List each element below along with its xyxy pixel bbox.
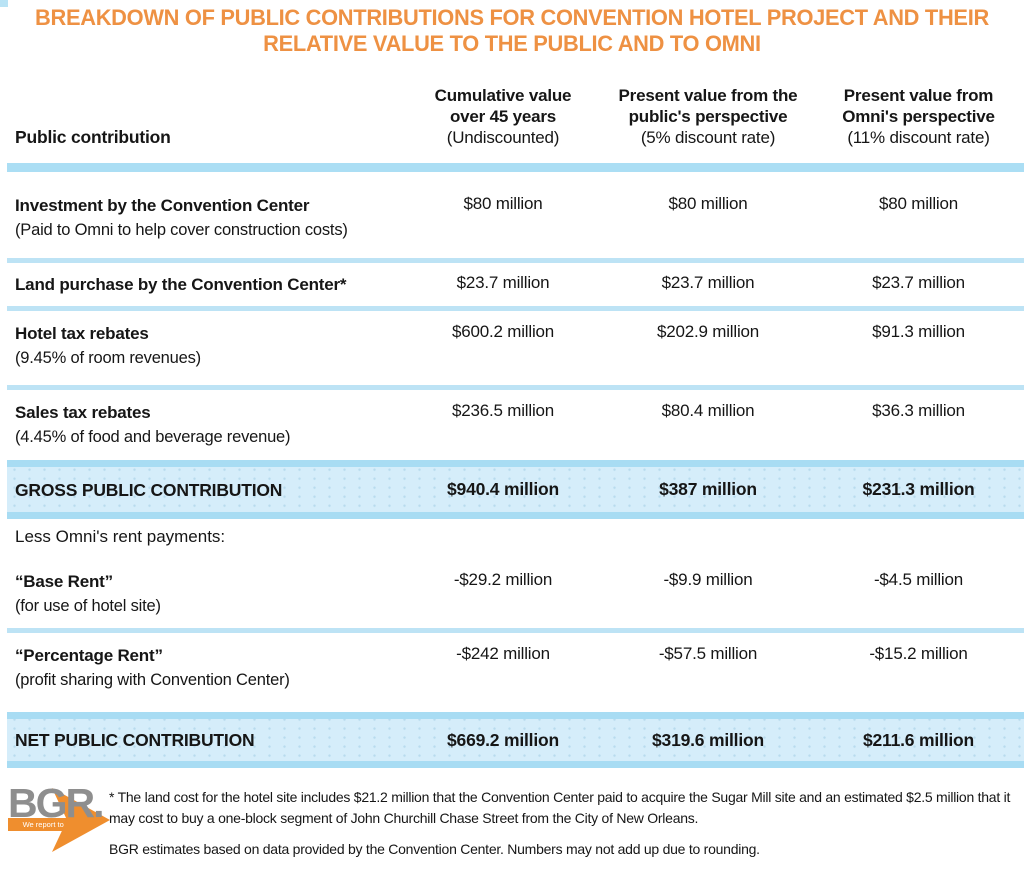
column-header-sub: (5% discount rate) [640,128,776,147]
row-value-cumulative: -$242 million [456,644,550,663]
table-row-sales-tax-rebates: Sales tax rebates (4.45% of food and bev… [7,390,1024,460]
row-value-cumulative: $600.2 million [451,322,555,341]
row-separator [7,306,1024,311]
row-value-public: -$57.5 million [658,644,758,663]
total-value-omni: $211.6 million [862,729,974,750]
row-label: “Percentage Rent” [15,646,163,665]
row-sublabel: (profit sharing with Convention Center) [15,671,290,689]
column-header-sub: (11% discount rate) [847,128,990,147]
column-header-sub: (Undiscounted) [446,128,560,147]
header-divider-bar [7,163,1024,172]
column-header-omni-present-value: Present value from Omni's perspective (1… [813,85,1024,148]
row-value-omni: -$4.5 million [873,570,964,589]
section-label: Less Omni's rent payments: [15,527,226,546]
row-label-cell: Sales tax rebates (4.45% of food and bev… [7,401,403,449]
row-separator [7,258,1024,263]
page-title-line1: BREAKDOWN OF PUBLIC CONTRIBUTIONS FOR CO… [35,5,989,30]
total-value-omni: $231.3 million [862,479,975,499]
table-row-land-purchase: Land purchase by the Convention Center* … [7,263,1024,306]
total-value-public: $319.6 million [652,729,764,750]
row-value-omni: $23.7 million [872,273,965,292]
bgr-logo: BGR. We report to you. [8,780,110,859]
table-row-hotel-tax-rebates: Hotel tax rebates (9.45% of room revenue… [7,311,1024,385]
gross-total-band: GROSS PUBLIC CONTRIBUTION $940.4 million… [7,460,1024,519]
arrow-right-icon [52,788,110,852]
row-label: Hotel tax rebates [15,324,149,343]
row-sublabel: (4.45% of food and beverage revenue) [15,428,291,446]
total-value-cumulative: $669.2 million [447,729,559,750]
page-title: BREAKDOWN OF PUBLIC CONTRIBUTIONS FOR CO… [15,0,1008,57]
row-label-cell: “Base Rent” (for use of hotel site) [7,570,403,618]
column-header-main: Present value from Omni's perspective [842,86,995,126]
row-separator [7,385,1024,390]
column-header-public-contribution: Public contribution [15,127,171,147]
row-value-public: $80.4 million [661,401,755,420]
table-row-investment: Investment by the Convention Center (Pai… [7,172,1024,258]
row-sublabel: (9.45% of room revenues) [15,349,201,367]
table-row-less-rent-section: Less Omni's rent payments: [7,519,1024,561]
row-value-omni: $36.3 million [872,401,965,420]
row-value-cumulative: $80 million [463,194,543,213]
column-header-cumulative-value: Cumulative value over 45 years (Undiscou… [403,85,603,148]
corner-artifact [0,0,8,7]
table-row-percentage-rent: “Percentage Rent” (profit sharing with C… [7,633,1024,707]
row-sublabel: (for use of hotel site) [15,597,161,615]
row-label: “Base Rent” [15,572,113,591]
row-label-cell: Hotel tax rebates (9.45% of room revenue… [7,322,403,370]
net-total-band: NET PUBLIC CONTRIBUTION $669.2 million $… [7,712,1024,768]
total-value-cumulative: $940.4 million [447,479,559,499]
row-label: Land purchase by the Convention Center* [15,275,347,294]
row-value-cumulative: -$29.2 million [453,570,553,589]
row-value-cumulative: $236.5 million [451,401,555,420]
row-label: Investment by the Convention Center [15,196,310,215]
row-value-public: -$9.9 million [663,570,753,589]
total-value-public: $387 million [659,479,757,499]
footnote-land-cost: * The land cost for the hotel site inclu… [109,789,1011,826]
row-value-omni: $80 million [878,194,959,213]
row-value-public: $80 million [668,194,748,213]
contributions-table: Public contribution Cumulative value ove… [7,57,1024,768]
footnotes: * The land cost for the hotel site inclu… [100,785,1024,860]
column-header-public-present-value: Present value from the public's perspect… [603,85,813,148]
row-label-cell: Investment by the Convention Center (Pai… [7,194,403,242]
page-title-line2: RELATIVE VALUE TO THE PUBLIC AND TO OMNI [263,31,761,56]
row-separator [7,628,1024,633]
figure-footer: BGR. We report to you. * The land cost f… [8,780,1024,860]
row-value-public: $202.9 million [656,322,760,341]
bgr-logo-text: BGR. [8,780,105,826]
table-row-base-rent: “Base Rent” (for use of hotel site) -$29… [7,561,1024,628]
footnote-estimates: BGR estimates based on data provided by … [109,841,760,857]
total-row-label: NET PUBLIC CONTRIBUTION [15,730,255,750]
row-value-omni: $91.3 million [872,322,965,341]
total-row-label: GROSS PUBLIC CONTRIBUTION [15,479,283,500]
column-header-main: Present value from the public's perspect… [618,86,798,126]
column-header-main: Cumulative value over 45 years [434,86,572,126]
row-value-public: $23.7 million [661,273,755,292]
row-label: Sales tax rebates [15,403,151,422]
table-header-row: Public contribution Cumulative value ove… [7,57,1024,163]
row-label-cell: “Percentage Rent” (profit sharing with C… [7,644,403,692]
row-sublabel: (Paid to Omni to help cover construction… [15,221,348,239]
row-value-cumulative: $23.7 million [456,273,550,292]
row-value-omni: -$15.2 million [869,644,968,663]
table-row-net-public-contribution: NET PUBLIC CONTRIBUTION $669.2 million $… [7,719,1024,761]
table-row-gross-public-contribution: GROSS PUBLIC CONTRIBUTION $940.4 million… [7,467,1024,512]
